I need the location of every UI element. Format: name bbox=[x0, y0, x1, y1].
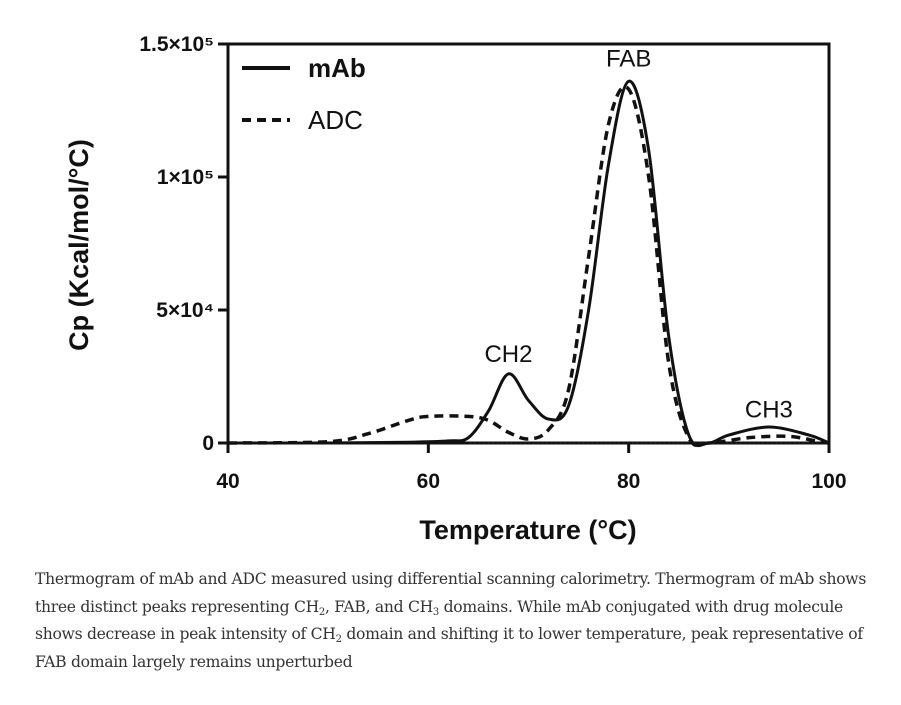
legend-label-mab: mAb bbox=[308, 53, 366, 83]
plot-frame bbox=[226, 42, 831, 445]
caption-text: Thermogram of mAb and ADC measured using… bbox=[35, 570, 867, 616]
annotations: CH2 FAB CH3 bbox=[484, 46, 792, 424]
y-axis-label: Cp (Kcal/mol/°C) bbox=[64, 139, 94, 351]
axis-ticks: 40 60 80 100 0 5×10⁴ 1×10⁵ 1.5×10⁵ bbox=[139, 33, 846, 493]
y-tick-label: 5×10⁴ bbox=[156, 299, 214, 322]
legend-label-adc: ADC bbox=[308, 105, 363, 135]
series-group bbox=[227, 79, 830, 448]
caption-text: , FAB, and CH bbox=[324, 597, 433, 616]
thermogram-chart: 40 60 80 100 0 5×10⁴ 1×10⁵ 1.5×10⁵ CH2 FAB CH3 mA… bbox=[64, 33, 847, 545]
legend: mAb ADC bbox=[242, 53, 366, 135]
x-tick-label: 100 bbox=[811, 470, 846, 493]
figure-caption: Thermogram of mAb and ADC measured using… bbox=[35, 566, 885, 676]
y-tick-label: 1×10⁵ bbox=[157, 166, 214, 189]
peak-label-fab: FAB bbox=[606, 46, 651, 73]
y-tick-label: 0 bbox=[202, 432, 214, 455]
caption-subscript: 2 bbox=[335, 634, 342, 645]
caption-text: domains. While mAb conjugated with drug … bbox=[35, 597, 843, 644]
plot-border bbox=[226, 42, 831, 445]
x-axis-label: Temperature (°C) bbox=[419, 515, 636, 545]
series-line-mab bbox=[227, 79, 830, 448]
peak-label-ch2: CH2 bbox=[484, 341, 532, 368]
caption-subscript: 2 bbox=[318, 606, 325, 618]
x-tick-label: 60 bbox=[417, 470, 440, 493]
x-tick-label: 80 bbox=[617, 470, 640, 493]
y-tick-label: 1.5×10⁵ bbox=[139, 33, 214, 56]
series-line-adc bbox=[227, 85, 830, 448]
x-tick-label: 40 bbox=[216, 470, 239, 493]
caption-text: domain and shifting it to lower temperat… bbox=[35, 625, 863, 671]
peak-label-ch3: CH3 bbox=[745, 397, 793, 424]
caption-subscript: 3 bbox=[432, 606, 439, 618]
